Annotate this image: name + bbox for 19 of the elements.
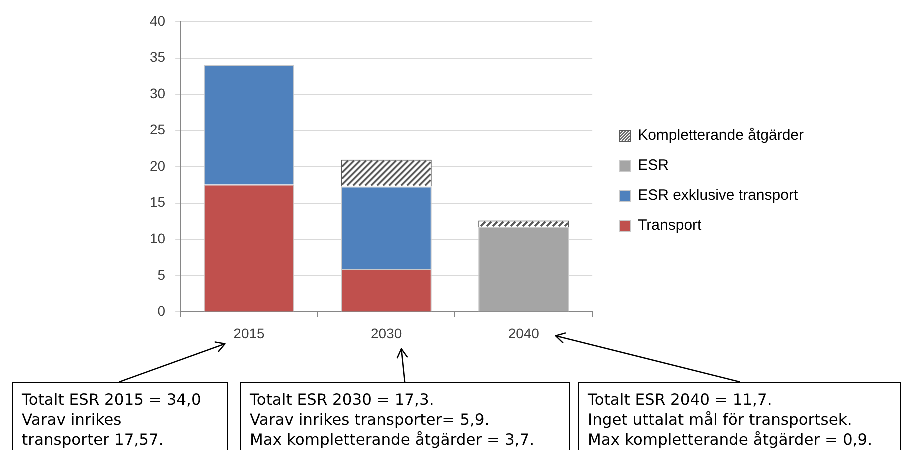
legend-label: Transport [638, 217, 703, 234]
text: Totalt ESR 2040 = 11,7. Inget uttalat mål för transportsek. Max kompletterande åtgärder = 0,9. [588, 390, 873, 450]
y-tick-label: 20 [150, 158, 166, 174]
y-tick-label: 25 [150, 122, 166, 138]
x-tick-label: 2040 [508, 325, 540, 342]
y-tick-label: 0 [158, 303, 166, 320]
x-tick-label: 2030 [370, 325, 402, 342]
text: Totalt ESR 2015 = 34,0 Varav inrikes transporter 17,57. [22, 390, 202, 450]
y-tick-label: 5 [158, 266, 166, 283]
text: Totalt ESR 2030 = 17,3. Varav inrikes transporter= 5,9. Max kompletterande åtgärder = 3,7. [250, 390, 535, 450]
legend-label: ESR exklusive transport [638, 187, 799, 204]
y-tick-label: 35 [150, 49, 166, 66]
y-tick-label: 15 [150, 194, 166, 210]
legend-label: Kompletterande åtgärder [638, 127, 804, 144]
legend-label: ESR [638, 157, 670, 174]
y-tick-label: 30 [150, 85, 166, 102]
y-tick-label: 10 [150, 230, 166, 247]
x-tick-label: 2015 [234, 325, 266, 342]
y-tick-label: 40 [150, 12, 166, 29]
